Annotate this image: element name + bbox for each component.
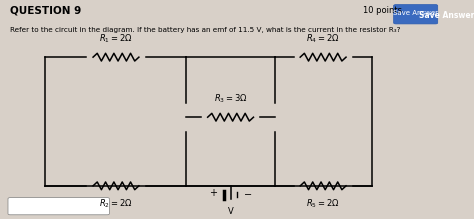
Text: V: V [228, 207, 233, 216]
FancyBboxPatch shape [393, 5, 438, 24]
Text: QUESTION 9: QUESTION 9 [10, 6, 82, 16]
Text: $R_2=2\Omega$: $R_2=2\Omega$ [99, 198, 133, 210]
Text: $R_3=3\Omega$: $R_3=3\Omega$ [214, 93, 247, 105]
Text: +: + [209, 188, 217, 198]
Text: Refer to the circuit in the diagram. If the battery has an emf of 11.5 V, what i: Refer to the circuit in the diagram. If … [10, 27, 401, 33]
Text: $R_4=2\Omega$: $R_4=2\Omega$ [306, 33, 340, 45]
FancyBboxPatch shape [8, 198, 109, 215]
Text: 10 points: 10 points [363, 6, 402, 15]
Text: Save Answer: Save Answer [419, 11, 474, 20]
Text: $R_1=2\Omega$: $R_1=2\Omega$ [99, 33, 133, 45]
Text: −: − [244, 190, 252, 200]
Text: $R_5=2\Omega$: $R_5=2\Omega$ [306, 198, 340, 210]
Text: Save Answer: Save Answer [393, 10, 438, 16]
